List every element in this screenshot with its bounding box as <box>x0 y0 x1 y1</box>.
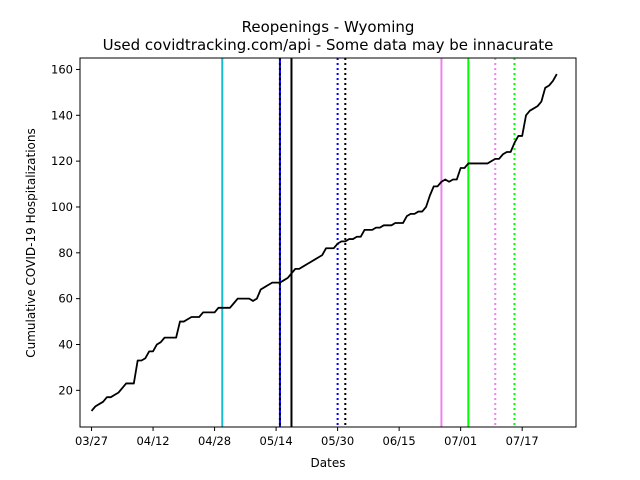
y-tick-label-5: 120 <box>51 154 73 168</box>
x-tick-label-3: 05/14 <box>260 434 293 448</box>
y-axis-ticks: 20 40 60 80 100 120 140 160 <box>51 62 80 397</box>
plot-area-frame <box>79 57 577 428</box>
y-tick-label-3: 80 <box>58 246 73 260</box>
x-tick-label-6: 07/01 <box>444 434 477 448</box>
y-tick-label-6: 140 <box>51 108 73 122</box>
series-group <box>90 73 558 412</box>
x-tick-label-7: 07/17 <box>506 434 539 448</box>
y-tick-label-2: 60 <box>58 292 73 306</box>
x-tick-label-2: 04/28 <box>198 434 231 448</box>
x-axis-ticks: 03/27 04/12 04/28 05/14 05/30 06/15 07/01 07/17 <box>75 427 539 448</box>
x-tick-label-4: 05/30 <box>321 434 354 448</box>
y-axis-label: Cumulative COVID-19 Hospitalizations <box>24 128 38 358</box>
y-tick-label-0: 20 <box>58 383 73 397</box>
x-tick-label-5: 06/15 <box>383 434 416 448</box>
chart-subtitle: Used covidtracking.com/api - Some data m… <box>103 36 554 54</box>
x-tick-label-1: 04/12 <box>136 434 169 448</box>
x-axis-label: Dates <box>311 456 346 470</box>
x-tick-label-0: 03/27 <box>75 434 108 448</box>
series-line-0 <box>90 73 558 412</box>
y-tick-label-7: 160 <box>51 62 73 76</box>
reopening-markers <box>221 58 516 427</box>
y-tick-label-1: 40 <box>58 337 73 351</box>
y-tick-label-4: 100 <box>51 200 73 214</box>
chart-title: Reopenings - Wyoming <box>242 18 415 36</box>
